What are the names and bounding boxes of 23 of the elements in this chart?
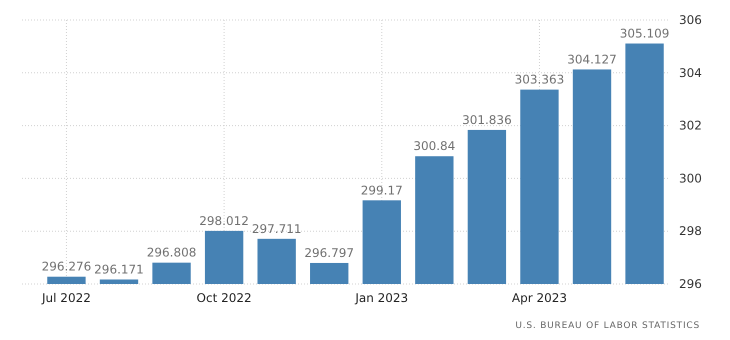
data-label: 296.808 (146, 246, 196, 260)
y-tick-label: 298 (679, 224, 702, 238)
data-label: 304.127 (567, 52, 617, 66)
y-tick-label: 302 (679, 118, 702, 133)
x-tick-label: Apr 2023 (512, 291, 568, 305)
data-label: 296.276 (42, 260, 92, 274)
data-label: 301.836 (462, 112, 512, 127)
data-label: 300.84 (413, 139, 456, 154)
text: U.S. BUREAU OF LABOR STATISTICS (515, 321, 700, 331)
data-label: 299.17 (360, 183, 403, 198)
x-tick-label: Oct 2022 (196, 291, 252, 305)
y-tick-label: 296 (679, 277, 702, 291)
y-tick-label: 300 (679, 171, 702, 186)
data-label: 296.171 (94, 262, 144, 276)
x-tick-label: Jul 2022 (41, 291, 91, 305)
y-tick-label: 304 (679, 66, 702, 80)
data-label: 297.711 (252, 222, 302, 236)
data-label: 298.012 (199, 214, 249, 228)
x-tick-label: Jan 2023 (354, 291, 408, 305)
data-label: 305.109 (620, 26, 670, 41)
data-label: 303.363 (514, 72, 564, 87)
y-tick-label: 306 (679, 13, 702, 27)
data-label: 296.797 (304, 246, 354, 260)
